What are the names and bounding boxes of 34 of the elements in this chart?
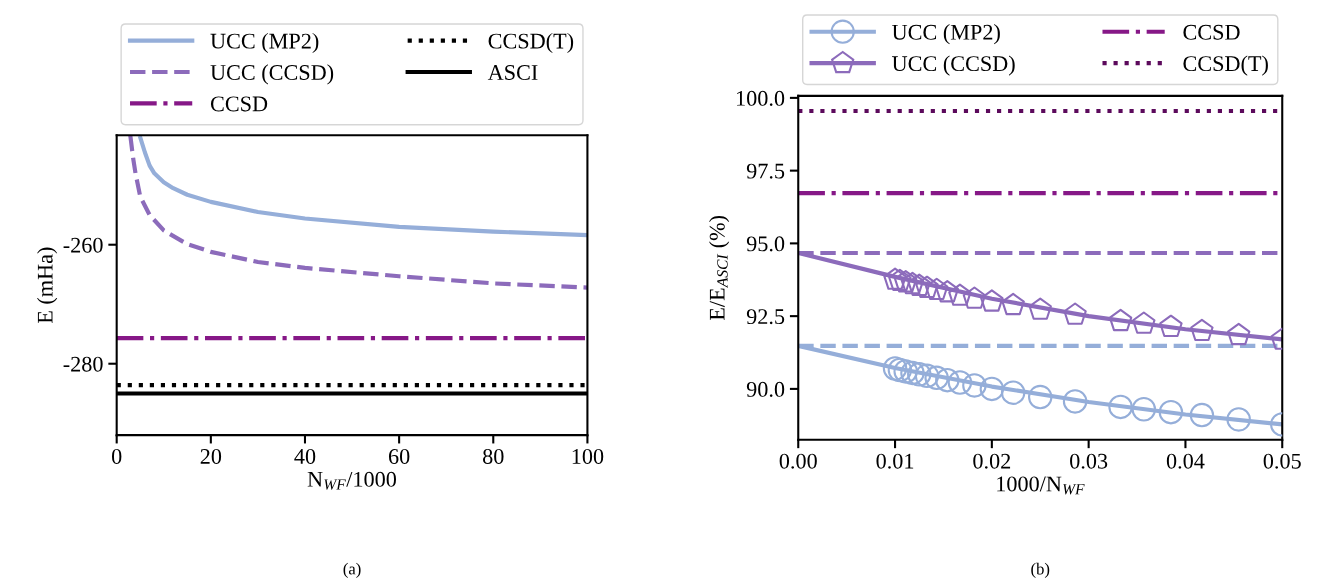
legend-label: CCSD(T) bbox=[1183, 55, 1268, 76]
text: (a) bbox=[343, 562, 361, 578]
x-axis-title: 1000/N$_{WF}$ bbox=[997, 476, 1085, 495]
y-axis-title: E (mHa) bbox=[37, 247, 58, 324]
legend-label: CCSD bbox=[210, 96, 268, 112]
x-tick-label: 0.01 bbox=[876, 453, 914, 469]
text: (b) bbox=[1031, 562, 1050, 578]
x-axis-title: N$_{WF}$/1000 bbox=[307, 471, 397, 490]
y-tick-label: -260 bbox=[63, 237, 103, 253]
x-tick-label: 0.05 bbox=[1263, 453, 1301, 469]
x-tick-label: 20 bbox=[200, 448, 222, 464]
y-tick-label: 90.0 bbox=[746, 381, 785, 397]
y-tick-label: 95.0 bbox=[746, 236, 785, 252]
legend-label: UCC (CCSD) bbox=[892, 55, 1015, 76]
x-tick-label: 60 bbox=[388, 448, 410, 464]
x-tick-label: 40 bbox=[294, 448, 316, 464]
legend-label: UCC (CCSD) bbox=[210, 64, 334, 85]
legend-label: UCC (MP2) bbox=[210, 32, 319, 54]
x-tick-label: 0.00 bbox=[779, 453, 817, 469]
x-tick-label: 0.04 bbox=[1166, 453, 1205, 469]
legend-label: UCC (MP2) bbox=[892, 24, 1000, 45]
x-tick-label: 0 bbox=[111, 448, 122, 464]
y-tick-label: -280 bbox=[63, 356, 103, 372]
legend-label: CCSD bbox=[1183, 24, 1240, 40]
x-tick-label: 100 bbox=[572, 448, 604, 464]
y-tick-label: 97.5 bbox=[746, 163, 785, 179]
y-tick-label: 92.5 bbox=[746, 309, 785, 325]
x-tick-label: 0.02 bbox=[973, 453, 1011, 469]
x-tick-label: 0.03 bbox=[1070, 453, 1108, 469]
y-tick-label: 100.0 bbox=[737, 90, 785, 106]
legend-label: ASCI bbox=[487, 65, 538, 80]
x-tick-label: 80 bbox=[483, 448, 504, 464]
y-axis-title: E/E$_{ASCI}$ (%) bbox=[709, 215, 730, 321]
legend-label: CCSD(T) bbox=[488, 32, 574, 54]
